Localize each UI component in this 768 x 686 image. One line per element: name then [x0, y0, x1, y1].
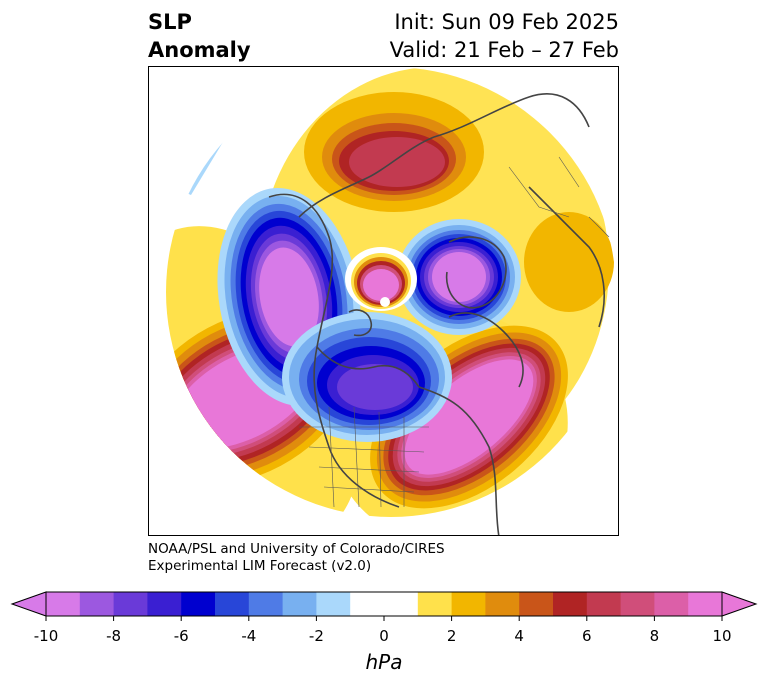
- colorbar-cell: [215, 592, 250, 616]
- colorbar-cell: [316, 592, 351, 616]
- anomaly-map-graphic: [166, 67, 614, 535]
- colorbar-cell: [113, 592, 148, 616]
- positive-anomaly-siberia: [524, 212, 614, 312]
- colorbar-tick-label: 2: [446, 627, 457, 645]
- colorbar-cell: [485, 592, 520, 616]
- colorbar-cell: [654, 592, 689, 616]
- init-date: Init: Sun 09 Feb 2025: [394, 10, 619, 34]
- positive-anomaly-northern-eurasia: [304, 92, 484, 212]
- colorbar-tick-label: 8: [649, 627, 660, 645]
- colorbar-cell: [417, 592, 453, 616]
- positive-anomaly-arctic-center: [345, 247, 417, 311]
- colorbar-cell: [586, 592, 622, 616]
- colorbar-cell: [46, 592, 81, 616]
- colorbar-tick-label: 4: [514, 627, 524, 645]
- colorbar: [10, 591, 758, 621]
- colorbar-cell: [181, 592, 216, 616]
- colorbar-tick-label: 6: [582, 627, 592, 645]
- colorbar-unit: hPa: [365, 650, 403, 674]
- colorbar-cell: [451, 592, 486, 616]
- colorbar-cell: [519, 592, 554, 616]
- negative-anomaly-hudson-bay: [282, 312, 452, 442]
- colorbar-tick-label: 10: [712, 627, 732, 645]
- colorbar-cell: [79, 592, 115, 616]
- map-title: SLP Anomaly: [148, 8, 251, 64]
- colorbar-tick-label: -4: [241, 627, 257, 645]
- coastlines: [268, 93, 605, 535]
- colorbar-cell: [248, 592, 284, 616]
- colorbar-extend-high: [721, 591, 758, 617]
- title-line-2: Anomaly: [148, 38, 251, 62]
- colorbar-tick-label: -8: [106, 627, 122, 645]
- colorbar-cell: [282, 592, 317, 616]
- forecast-dates: Init: Sun 09 Feb 2025 Valid: 21 Feb – 27…: [390, 8, 619, 64]
- credit-line-1: NOAA/PSL and University of Colorado/CIRE…: [148, 541, 445, 557]
- colorbar-extend-low: [10, 591, 47, 617]
- credit-line-2: Experimental LIM Forecast (v2.0): [148, 558, 372, 574]
- credit-text: NOAA/PSL and University of Colorado/CIRE…: [148, 541, 445, 575]
- valid-range: Valid: 21 Feb – 27 Feb: [389, 38, 619, 62]
- negative-anomaly-streak: [184, 127, 229, 195]
- colorbar-tick-label: 0: [379, 627, 389, 645]
- title-line-1: SLP: [148, 10, 192, 34]
- colorbar-cell: [147, 592, 182, 616]
- anomaly-map: [148, 66, 619, 536]
- colorbar-cell: [620, 592, 655, 616]
- colorbar-cell: [350, 592, 419, 616]
- colorbar-tick-label: -10: [33, 627, 59, 645]
- colorbar-tick-label: -2: [308, 627, 324, 645]
- negative-anomaly-north-atlantic: [397, 219, 521, 335]
- colorbar-cell: [688, 592, 723, 616]
- colorbar-cell: [553, 592, 588, 616]
- political-boundaries: [299, 156, 610, 508]
- colorbar-tick-label: -6: [173, 627, 189, 645]
